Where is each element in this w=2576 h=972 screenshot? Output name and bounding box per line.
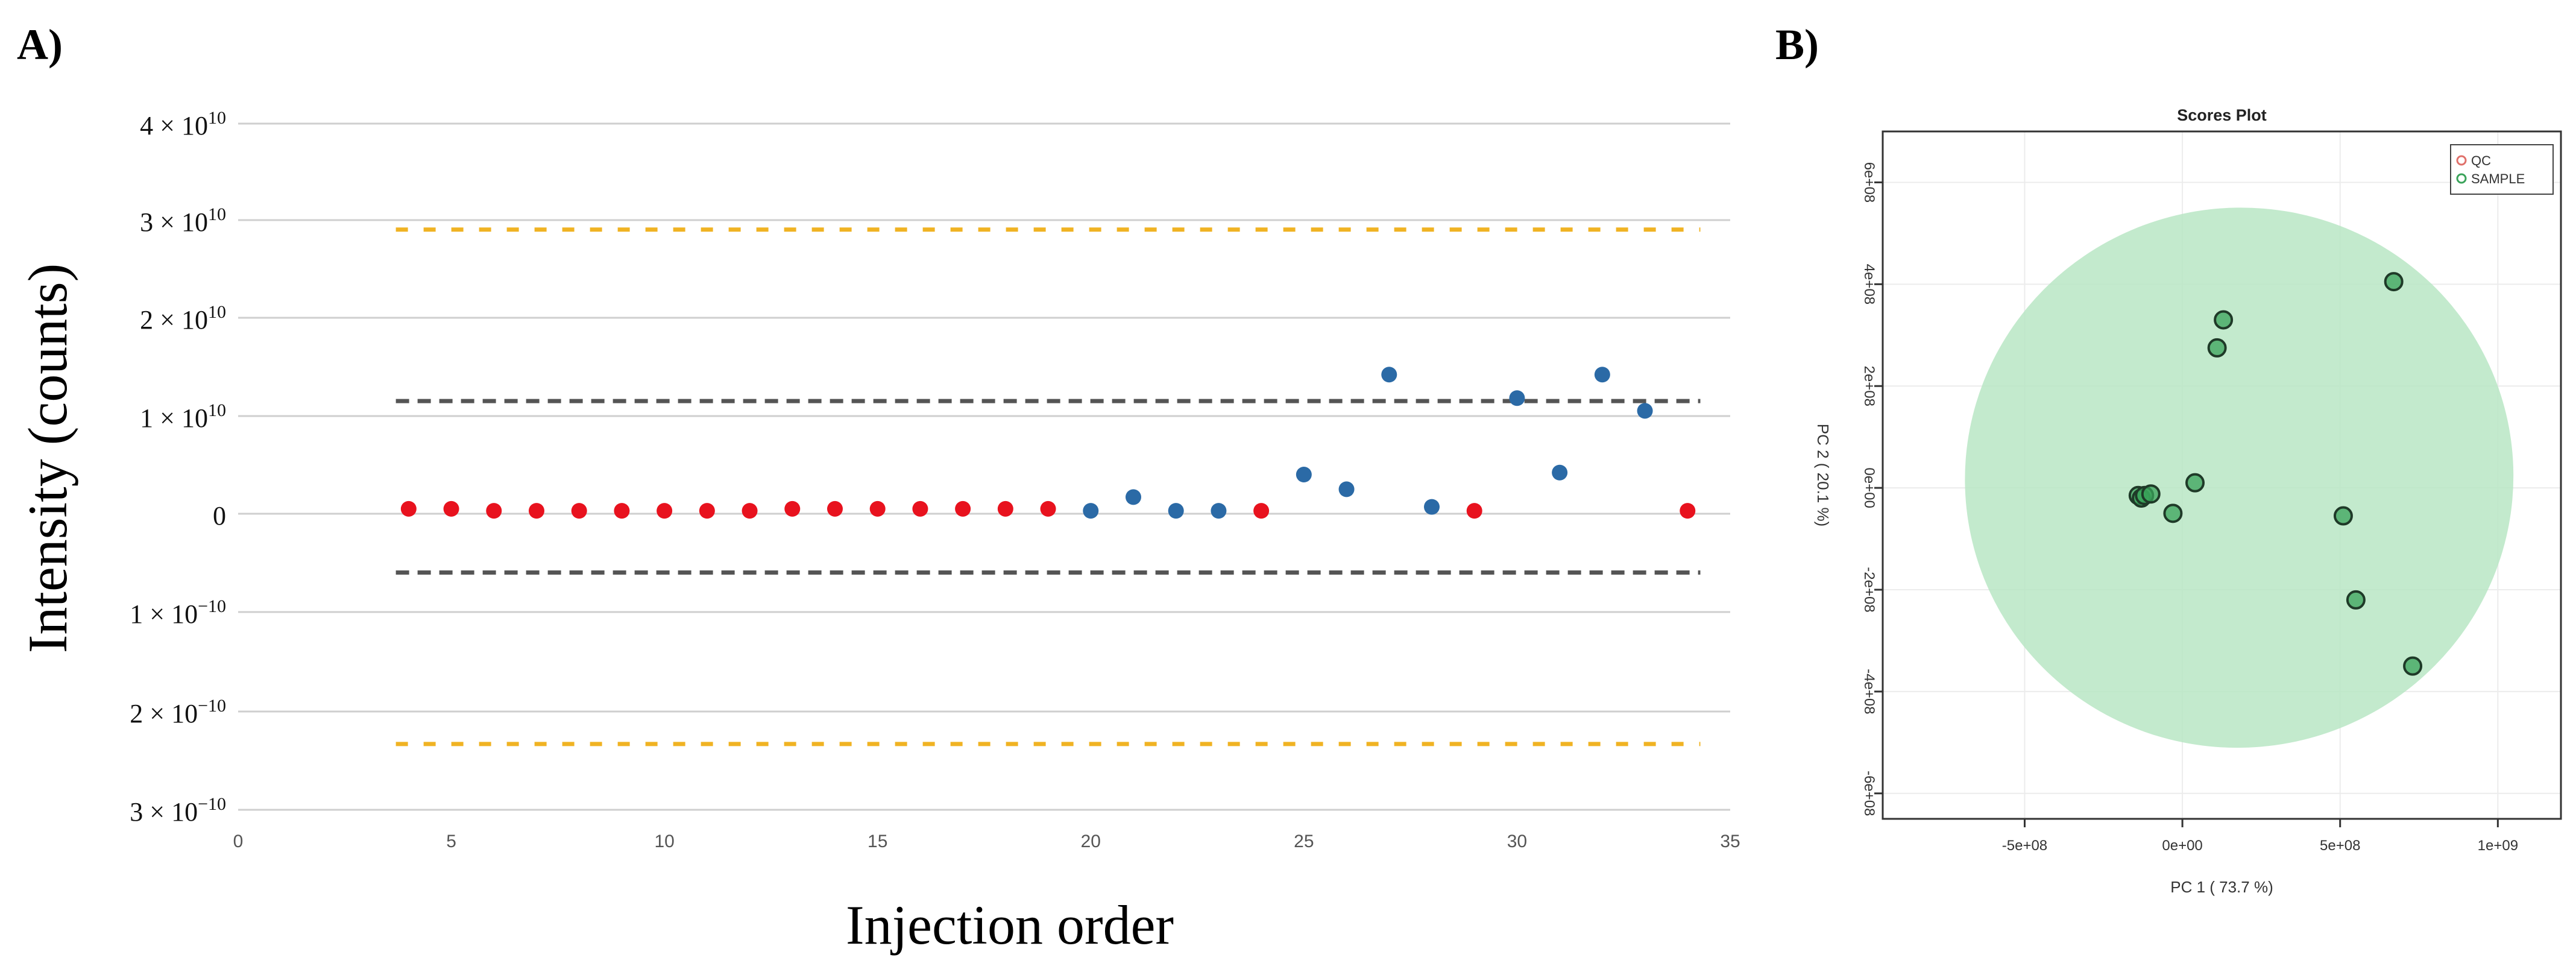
y-tick-label: 2e+08: [1861, 366, 1877, 406]
blue-point: [1211, 503, 1227, 519]
y-tick-exponent: 10: [208, 204, 226, 224]
y-tick-exponent: 10: [208, 302, 226, 322]
sample-point: [2384, 272, 2404, 292]
blue-point: [1594, 367, 1610, 383]
blue-point: [1083, 503, 1099, 519]
y-tick-label: 1 × 1010: [140, 400, 226, 433]
red-point: [400, 500, 417, 517]
blue-point: [1168, 503, 1184, 519]
y-tick-label: -2e+08: [1861, 567, 1877, 612]
x-tick-label: 15: [868, 832, 887, 851]
blue-point: [1509, 390, 1525, 406]
sample-point: [2163, 503, 2183, 523]
x-tick-label: 1e+09: [2478, 838, 2518, 854]
x-axis-label: PC 1 ( 73.7 %): [2170, 878, 2273, 896]
chart-title: Scores Plot: [2177, 106, 2267, 124]
x-tick-label: 20: [1081, 832, 1101, 851]
sample-point: [2214, 310, 2234, 330]
sample-point: [2141, 484, 2161, 504]
red-point: [869, 500, 886, 517]
y-tick-exponent: −10: [198, 696, 226, 716]
red-point: [912, 500, 928, 517]
legend-marker: [2456, 155, 2467, 166]
x-tick-label: 0: [233, 832, 244, 851]
legend-entry: SAMPLE: [2471, 171, 2525, 186]
x-axis-label: Injection order: [846, 894, 1174, 956]
red-point: [699, 503, 715, 519]
plot-frame: [1882, 130, 2562, 820]
y-tick-label: 2 × 1010: [140, 302, 226, 335]
y-tick-base: 2 × 10: [130, 699, 198, 728]
sample-point: [2185, 473, 2205, 493]
y-tick-label: 4e+08: [1861, 264, 1877, 305]
y-tick-base: 0: [213, 501, 226, 531]
red-point: [1680, 503, 1696, 519]
x-tick-label: 25: [1294, 832, 1314, 851]
y-tick-exponent: 10: [208, 108, 226, 128]
red-point: [955, 500, 971, 517]
x-tick-label: 10: [654, 832, 674, 851]
legend-entry: QC: [2471, 153, 2491, 168]
legend-box: [2450, 144, 2554, 195]
confidence-ellipse: [1965, 207, 2514, 748]
panel-a-label: A): [17, 21, 63, 69]
y-tick-base: 4 × 10: [140, 111, 208, 140]
y-tick-exponent: 10: [208, 400, 226, 420]
blue-point: [1126, 489, 1141, 505]
y-axis-label: Intensity (counts): [17, 264, 78, 653]
blue-point: [1296, 467, 1312, 482]
chart-b-scores-plot: -5e+08 0e+00 5e+08 1e+09 6e+08 4e+08 2e+08 0e+0…: [1814, 106, 2562, 896]
red-point: [1253, 503, 1270, 519]
red-point: [571, 503, 587, 519]
sample-point: [2333, 506, 2353, 526]
blue-point: [1552, 464, 1568, 481]
legend-marker: [2456, 173, 2467, 184]
sample-point: [2207, 338, 2227, 358]
x-tick-label: 5: [446, 832, 456, 851]
red-point: [443, 500, 459, 517]
sample-point: [2346, 590, 2366, 610]
red-point: [529, 503, 544, 519]
red-point: [486, 503, 502, 519]
red-point: [742, 503, 758, 519]
y-tick-label: 6e+08: [1861, 162, 1877, 203]
red-point: [614, 503, 630, 519]
red-point: [1040, 500, 1056, 517]
y-axis-label: PC 2 ( 20.1 %): [1814, 424, 1832, 527]
y-tick-base: 1 × 10: [140, 403, 208, 433]
x-tick-label: 35: [1720, 832, 1740, 851]
y-tick-label: 2 × 10−10: [130, 696, 226, 728]
y-tick-base: 3 × 10: [140, 207, 208, 237]
red-point: [997, 500, 1013, 517]
y-tick-label: 3 × 10−10: [130, 794, 226, 827]
x-tick-label: 0e+00: [2162, 838, 2202, 854]
red-point: [827, 500, 843, 517]
blue-point: [1424, 499, 1440, 515]
y-tick-base: 3 × 10: [130, 797, 198, 827]
y-tick-label: 0e+00: [1861, 467, 1877, 508]
y-tick-exponent: −10: [198, 794, 226, 814]
blue-point: [1338, 481, 1355, 497]
y-tick-base: 2 × 10: [140, 305, 208, 335]
red-point: [784, 500, 801, 517]
sample-point: [2403, 656, 2423, 676]
x-tick-label: 30: [1507, 832, 1527, 851]
y-tick-base: 1 × 10: [130, 599, 198, 629]
y-tick-exponent: −10: [198, 596, 226, 616]
x-tick-label: -5e+08: [2002, 838, 2047, 854]
y-tick-label: 1 × 10−10: [130, 596, 226, 629]
red-point: [1466, 503, 1482, 519]
red-point: [657, 503, 673, 519]
y-tick-label: -6e+08: [1861, 771, 1877, 816]
y-tick-label: 0: [213, 501, 226, 531]
y-tick-label: -4e+08: [1861, 669, 1877, 714]
blue-point: [1637, 403, 1653, 419]
y-tick-label: 4 × 1010: [140, 108, 226, 140]
blue-point: [1381, 367, 1397, 383]
y-tick-label: 3 × 1010: [140, 204, 226, 237]
x-tick-label: 5e+08: [2320, 838, 2360, 854]
panel-b-label: B): [1775, 21, 1819, 69]
